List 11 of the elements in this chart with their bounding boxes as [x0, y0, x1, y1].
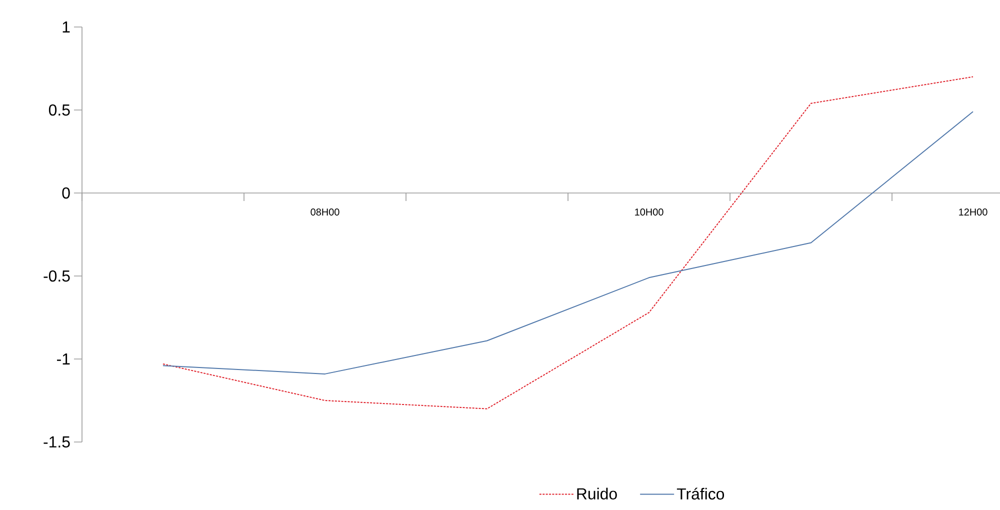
- legend-label: Tráfico: [676, 488, 724, 500]
- y-tick-label: 0.5: [48, 104, 70, 116]
- y-tick-label: -0.5: [44, 270, 70, 282]
- y-tick-label: 0: [62, 187, 70, 199]
- y-tick-label: -1.5: [44, 436, 70, 448]
- y-tick-label: -1: [57, 354, 70, 364]
- x-tick-label: 12H00: [959, 208, 988, 216]
- y-tick-label: 1: [62, 22, 70, 32]
- legend-label: Ruido: [577, 488, 617, 500]
- x-tick-label: 10H00: [635, 208, 664, 216]
- x-tick-label: 08H00: [310, 208, 340, 216]
